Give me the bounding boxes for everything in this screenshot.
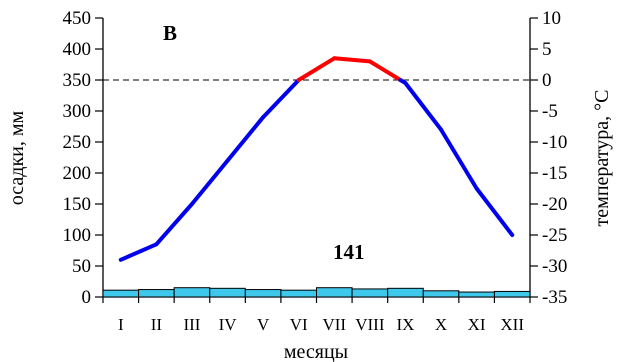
temperature-series — [118, 56, 515, 262]
temperature-segment — [332, 56, 372, 64]
month-label: V — [257, 315, 270, 334]
month-label: I — [118, 315, 124, 334]
precipitation-bar — [458, 291, 495, 298]
precipitation-bar — [387, 287, 424, 298]
month-label: II — [151, 315, 163, 334]
right-axis-ticks: 10 5 0 -5 -10 -15 -20 -25 -30 -35 — [530, 8, 567, 308]
precipitation-bar — [493, 290, 531, 298]
plot-frame — [102, 18, 531, 298]
precipitation-bar — [209, 287, 246, 298]
left-tick-label: 0 — [82, 287, 92, 308]
right-tick-label: 10 — [542, 8, 561, 29]
right-tick-label: -20 — [542, 194, 567, 215]
annotation-value: 141 — [333, 240, 365, 264]
temperature-segment — [403, 81, 444, 132]
temperature-segment — [439, 127, 479, 191]
right-tick-label: -15 — [542, 163, 567, 184]
left-axis-title: осадки, мм — [6, 110, 28, 205]
temperature-segment — [118, 242, 159, 262]
month-label: VII — [322, 315, 346, 334]
precipitation-bar — [102, 289, 140, 298]
precipitation-bar — [280, 289, 317, 298]
panel-label: В — [163, 21, 177, 45]
month-label: VIII — [355, 315, 385, 334]
precipitation-bar — [138, 289, 175, 298]
right-tick-label: -30 — [542, 256, 567, 277]
left-tick-label: 50 — [72, 256, 91, 277]
right-tick-label: 0 — [542, 70, 552, 91]
month-label: XI — [468, 315, 486, 334]
temperature-segment — [189, 158, 230, 206]
temperature-segment — [474, 186, 515, 237]
precipitation-bar — [244, 289, 282, 298]
left-tick-label: 150 — [63, 194, 92, 215]
month-label: IX — [396, 315, 414, 334]
temperature-segment — [154, 202, 194, 247]
left-axis-ticks: 0 50 100 150 200 250 300 350 400 450 — [63, 8, 103, 308]
right-tick-label: -5 — [542, 101, 558, 122]
left-tick-label: 350 — [63, 70, 92, 91]
precipitation-bar — [351, 288, 389, 298]
temperature-segment — [367, 59, 403, 82]
month-label: VI — [290, 315, 308, 334]
month-label: IV — [219, 315, 238, 334]
precipitation-bar — [316, 287, 353, 298]
left-tick-label: 300 — [63, 101, 92, 122]
temperature-segment — [261, 78, 301, 120]
precipitation-bar — [173, 287, 211, 298]
left-tick-label: 400 — [63, 39, 92, 60]
month-label: XII — [500, 315, 524, 334]
month-label: III — [183, 315, 200, 334]
left-tick-label: 200 — [63, 163, 92, 184]
left-tick-label: 250 — [63, 132, 92, 153]
x-axis-title: месяцы — [284, 341, 348, 362]
right-tick-label: -10 — [542, 132, 567, 153]
right-tick-label: -35 — [542, 287, 567, 308]
left-tick-label: 450 — [63, 8, 92, 29]
temperature-segment — [225, 115, 266, 163]
precipitation-bars — [102, 287, 531, 298]
month-label: X — [435, 315, 447, 334]
right-axis-title: температура, °С — [591, 90, 613, 227]
left-tick-label: 100 — [63, 225, 92, 246]
right-tick-label: -25 — [542, 225, 567, 246]
right-tick-label: 5 — [542, 39, 552, 60]
temperature-segment — [296, 56, 337, 82]
x-axis-ticks: I II III IV V VI VII VIII IX X XI XII — [102, 297, 531, 334]
precipitation-bar — [422, 290, 460, 298]
